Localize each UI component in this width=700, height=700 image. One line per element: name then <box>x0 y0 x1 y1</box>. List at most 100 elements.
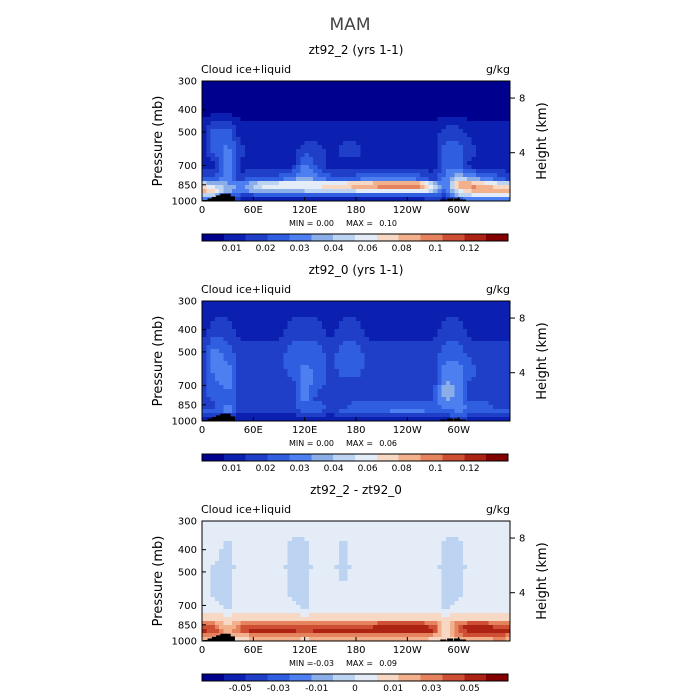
heatmap-cell <box>433 545 438 550</box>
heatmap-cell <box>415 81 421 86</box>
heatmap-cell <box>454 109 460 114</box>
heatmap-cell <box>334 189 340 194</box>
heatmap-cell <box>283 401 289 406</box>
heatmap-cell <box>480 149 485 154</box>
heatmap-cell <box>398 157 404 162</box>
heatmap-cell <box>223 145 229 150</box>
heatmap-cell <box>321 537 327 542</box>
heatmap-cell <box>420 137 426 142</box>
heatmap-cell <box>257 301 263 306</box>
heatmap-cell <box>300 317 306 322</box>
heatmap-cell <box>373 81 378 86</box>
heatmap-cell <box>279 309 284 314</box>
heatmap-cell <box>321 397 327 402</box>
heatmap-cell <box>202 325 207 330</box>
heatmap-cell <box>381 333 387 338</box>
land-mask <box>228 416 235 421</box>
heatmap-cell <box>497 325 503 330</box>
heatmap-cell <box>210 305 216 310</box>
heatmap-cell <box>403 317 408 322</box>
heatmap-cell <box>462 401 468 406</box>
heatmap-cell <box>398 317 404 322</box>
heatmap-cell <box>334 337 340 342</box>
heatmap-cell <box>283 341 289 346</box>
heatmap-cell <box>420 521 426 526</box>
heatmap-cell <box>296 409 301 414</box>
heatmap-cell <box>270 409 276 414</box>
colorbar-swatch <box>311 454 334 461</box>
heatmap-cell <box>219 109 224 114</box>
heatmap-cell <box>227 533 233 538</box>
heatmap-cell <box>497 93 503 98</box>
heatmap-cell <box>266 393 272 398</box>
heatmap-cell <box>227 521 233 526</box>
heatmap-cell <box>454 401 460 406</box>
heatmap-cell <box>415 353 421 358</box>
heatmap-cell <box>214 89 220 94</box>
y-tick-label: 700 <box>178 161 197 172</box>
heatmap-cell <box>454 309 460 314</box>
heatmap-cell <box>287 305 293 310</box>
min-value: 0.00 <box>316 219 334 228</box>
heatmap-cell <box>385 121 391 126</box>
heatmap-cell <box>381 401 387 406</box>
heatmap-cell <box>492 101 498 106</box>
heatmap-cell <box>266 365 272 370</box>
heatmap-cell <box>338 173 344 178</box>
heatmap-cell <box>287 301 293 306</box>
heatmap-cell <box>407 393 413 398</box>
heatmap-cell <box>291 189 297 194</box>
heatmap-cell <box>219 129 224 134</box>
heatmap-cell <box>270 405 276 410</box>
heatmap-cell <box>317 109 323 114</box>
heatmap-cell <box>266 89 272 94</box>
heatmap-cell <box>368 89 374 94</box>
heatmap-cell <box>407 113 413 118</box>
heatmap-cell <box>428 169 434 174</box>
heatmap-cell <box>283 357 289 362</box>
heatmap-cell <box>347 169 353 174</box>
colorbar-tick-label: 0.1 <box>428 244 442 254</box>
heatmap-cell <box>283 197 289 202</box>
heatmap-cell <box>253 173 259 178</box>
heatmap-cell <box>484 161 490 166</box>
heatmap-cell <box>300 301 306 306</box>
heatmap-cell <box>274 89 280 94</box>
heatmap-cell <box>244 305 250 310</box>
heatmap-cell <box>356 125 361 130</box>
heatmap-cell <box>313 541 319 546</box>
heatmap-cell <box>368 333 374 338</box>
heatmap-cell <box>351 545 357 550</box>
heatmap-cell <box>360 149 366 154</box>
heatmap-cell <box>313 313 319 318</box>
heatmap-cell <box>351 333 357 338</box>
heatmap-cell <box>424 105 430 110</box>
heatmap-cell <box>304 105 310 110</box>
heatmap-cell <box>403 345 408 350</box>
heatmap-cell <box>296 109 301 114</box>
heatmap-cell <box>381 117 387 122</box>
heatmap-cell <box>253 413 259 418</box>
heatmap-cell <box>415 405 421 410</box>
heatmap-cell <box>304 537 310 542</box>
heatmap-cell <box>420 173 426 178</box>
heatmap-cell <box>364 169 370 174</box>
heatmap-cell <box>360 317 366 322</box>
land-mask <box>211 196 218 201</box>
heatmap-cell <box>304 521 310 526</box>
heatmap-cell <box>266 545 272 550</box>
heatmap-cell <box>480 165 485 170</box>
heatmap-cell <box>467 117 473 122</box>
heatmap-cell <box>377 409 383 414</box>
heatmap-cell <box>321 301 327 306</box>
heatmap-cell <box>249 417 254 422</box>
heatmap-cell <box>368 185 374 190</box>
heatmap-cell <box>356 325 361 330</box>
heatmap-cell <box>484 533 490 538</box>
heatmap-cell <box>351 409 357 414</box>
heatmap-cell <box>202 333 207 338</box>
heatmap-cell <box>240 129 246 134</box>
heatmap-cell <box>304 169 310 174</box>
heatmap-cell <box>287 353 293 358</box>
heatmap-cell <box>411 193 417 198</box>
